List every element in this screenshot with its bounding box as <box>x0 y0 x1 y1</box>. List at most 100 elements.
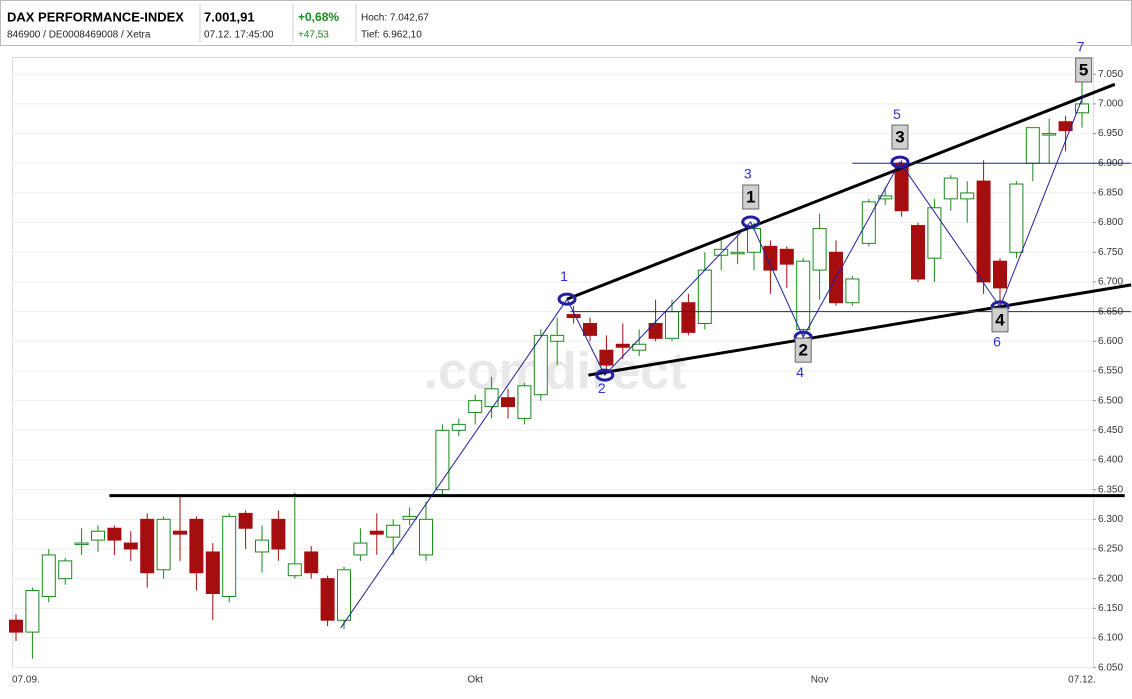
wave-box-label: 5 <box>1079 60 1088 79</box>
candle-body <box>140 518 155 574</box>
y-tick-label: 6.600 <box>1098 336 1123 347</box>
candle-body <box>927 207 942 259</box>
candle-body <box>1042 133 1057 136</box>
candle-body <box>812 228 827 271</box>
day-high: Hoch: 7.042,67 <box>361 13 429 24</box>
candle-body <box>222 515 237 597</box>
wave-box-label: 3 <box>895 128 904 147</box>
candle-body <box>681 302 696 333</box>
wave-box <box>991 307 1009 333</box>
y-tick-label: 6.350 <box>1098 484 1123 495</box>
candle-body <box>107 527 122 541</box>
wave-label: 3 <box>744 166 752 182</box>
candle-body <box>271 518 286 550</box>
candle-body <box>501 397 515 408</box>
wave-label: 5 <box>893 106 901 122</box>
wave-box <box>891 124 909 150</box>
candle-body <box>386 524 401 538</box>
candle-body <box>911 225 925 280</box>
candle-body <box>255 539 269 553</box>
candle-body <box>796 260 811 330</box>
candle-body <box>451 423 466 431</box>
y-tick-label: 6.400 <box>1098 455 1123 466</box>
candle-body <box>665 311 679 339</box>
candle-body <box>583 322 597 336</box>
candle-body <box>1058 121 1073 132</box>
candle-body <box>878 195 893 200</box>
wave-label: 4 <box>796 364 804 380</box>
candle-body <box>993 260 1007 289</box>
candle-body <box>697 269 712 324</box>
wave-box <box>742 184 760 210</box>
candle-body <box>337 569 351 621</box>
wave-label: 2 <box>598 380 606 396</box>
candle-body <box>861 201 876 244</box>
candle-body <box>845 278 860 304</box>
candle-body <box>615 343 630 348</box>
candle-body <box>402 515 417 520</box>
wave-label: 1 <box>560 268 568 284</box>
change-pct: +0,68% <box>298 10 339 24</box>
candle-body <box>287 563 302 577</box>
y-tick-label: 6.100 <box>1098 633 1123 644</box>
pivot-marker <box>890 155 910 169</box>
candle-body <box>173 530 187 535</box>
wave-box <box>1075 57 1093 83</box>
y-tick-label: 6.800 <box>1098 217 1123 228</box>
x-tick-label: Nov <box>811 675 829 686</box>
x-tick-label: 07.12. <box>1068 675 1096 686</box>
y-tick-label: 6.700 <box>1098 277 1123 288</box>
candle-body <box>747 228 761 253</box>
y-tick-label: 6.300 <box>1098 514 1123 525</box>
candle-body <box>648 322 663 339</box>
candle-body <box>205 551 220 595</box>
candle-body <box>353 542 368 556</box>
wave-box-label: 2 <box>798 341 807 360</box>
candle-body <box>91 530 105 541</box>
watermark: .comdirect <box>424 343 687 401</box>
candle-body <box>943 177 958 200</box>
y-tick-label: 6.550 <box>1098 366 1123 377</box>
day-low: Tief: 6.962,10 <box>361 30 422 41</box>
candle-body <box>304 551 319 574</box>
x-tick-label: Okt <box>467 675 483 686</box>
candle-body <box>566 314 581 319</box>
y-tick-label: 6.200 <box>1098 573 1123 584</box>
candle-body <box>369 530 384 535</box>
candle-body <box>419 518 433 556</box>
candle-body <box>960 192 975 200</box>
price-time: 07.12. 17:45:00 <box>204 30 274 41</box>
header-box <box>0 0 1132 46</box>
wave-line <box>340 94 1085 629</box>
candle-body <box>123 542 138 550</box>
candle-body <box>550 334 565 342</box>
candle-body <box>320 578 335 621</box>
candle-body <box>779 248 794 265</box>
candle-body <box>9 619 23 633</box>
y-tick-label: 6.050 <box>1098 662 1123 673</box>
candle-body <box>468 400 483 414</box>
y-tick-label: 6.850 <box>1098 188 1123 199</box>
candle-body <box>58 560 73 580</box>
y-tick-label: 7.050 <box>1098 69 1123 80</box>
pivot-marker <box>595 368 615 382</box>
price: 7.001,91 <box>204 9 255 24</box>
y-tick-label: 6.150 <box>1098 603 1123 614</box>
wave-label: 7 <box>1077 39 1085 55</box>
y-tick-label: 7.000 <box>1098 99 1123 110</box>
candle-body <box>730 251 745 255</box>
candle-body <box>25 590 40 633</box>
candle-body <box>763 245 778 271</box>
candle-body <box>599 349 614 366</box>
change-abs: +47,53 <box>298 30 329 41</box>
candle-body <box>41 554 56 597</box>
wave-box-label: 4 <box>995 310 1005 329</box>
wave-label: 6 <box>993 334 1001 350</box>
candle-body <box>1025 127 1040 164</box>
candle-body <box>238 512 253 529</box>
candle-body <box>156 518 171 571</box>
candle-body <box>484 388 499 408</box>
y-tick-label: 6.500 <box>1098 395 1123 406</box>
candle-body <box>1009 183 1024 253</box>
